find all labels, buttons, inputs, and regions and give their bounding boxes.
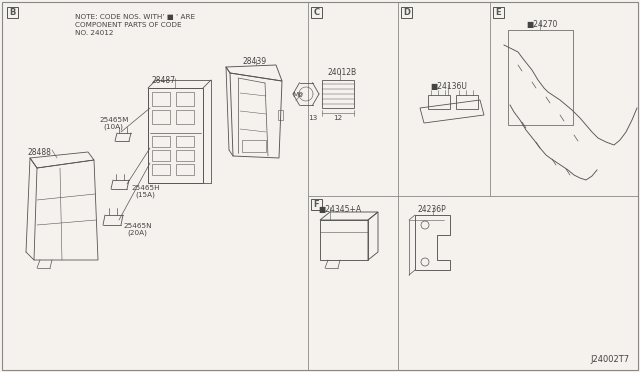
Text: 25465N: 25465N — [123, 223, 152, 229]
Text: M6: M6 — [292, 92, 303, 98]
Text: B: B — [10, 8, 16, 17]
Bar — [242, 140, 266, 152]
Bar — [152, 164, 170, 175]
Bar — [320, 220, 368, 260]
Text: 28439: 28439 — [243, 57, 267, 66]
Text: 12: 12 — [333, 115, 342, 121]
Bar — [176, 136, 194, 147]
Text: 25465M: 25465M — [99, 117, 129, 123]
Bar — [311, 7, 322, 18]
Text: E: E — [496, 8, 501, 17]
Text: ■24345+A: ■24345+A — [318, 205, 361, 214]
Text: NO. 24012: NO. 24012 — [75, 30, 113, 36]
Bar — [7, 7, 18, 18]
Text: NOTE: CODE NOS. WITH’ ■ ’ ARE: NOTE: CODE NOS. WITH’ ■ ’ ARE — [75, 14, 195, 20]
Text: COMPONENT PARTS OF CODE: COMPONENT PARTS OF CODE — [75, 22, 182, 28]
Text: 24012B: 24012B — [327, 68, 356, 77]
Text: D: D — [403, 8, 410, 17]
Bar — [456, 95, 478, 109]
Text: C: C — [314, 8, 319, 17]
Bar — [176, 110, 194, 124]
Bar — [148, 88, 203, 183]
Bar — [428, 95, 450, 109]
Text: 24236P: 24236P — [417, 205, 445, 214]
Text: ■24270: ■24270 — [526, 20, 557, 29]
Text: (15A): (15A) — [135, 192, 155, 199]
Bar — [311, 199, 322, 210]
Text: 28488: 28488 — [27, 148, 51, 157]
Text: 25465H: 25465H — [131, 185, 159, 191]
Text: 28487: 28487 — [151, 76, 175, 85]
Text: J24002T7: J24002T7 — [591, 355, 630, 364]
Bar — [176, 150, 194, 161]
Text: (10A): (10A) — [103, 124, 123, 131]
Bar — [278, 110, 283, 120]
Text: (20A): (20A) — [127, 230, 147, 237]
Bar — [152, 150, 170, 161]
Bar — [322, 80, 354, 108]
Text: F: F — [314, 200, 319, 209]
Bar — [401, 7, 412, 18]
Text: ■24136U: ■24136U — [430, 82, 467, 91]
Bar — [152, 110, 170, 124]
Bar — [508, 30, 573, 125]
Bar — [493, 7, 504, 18]
Bar — [152, 92, 170, 106]
Bar — [152, 136, 170, 147]
Bar — [176, 92, 194, 106]
Text: 13: 13 — [308, 115, 317, 121]
Bar — [176, 164, 194, 175]
